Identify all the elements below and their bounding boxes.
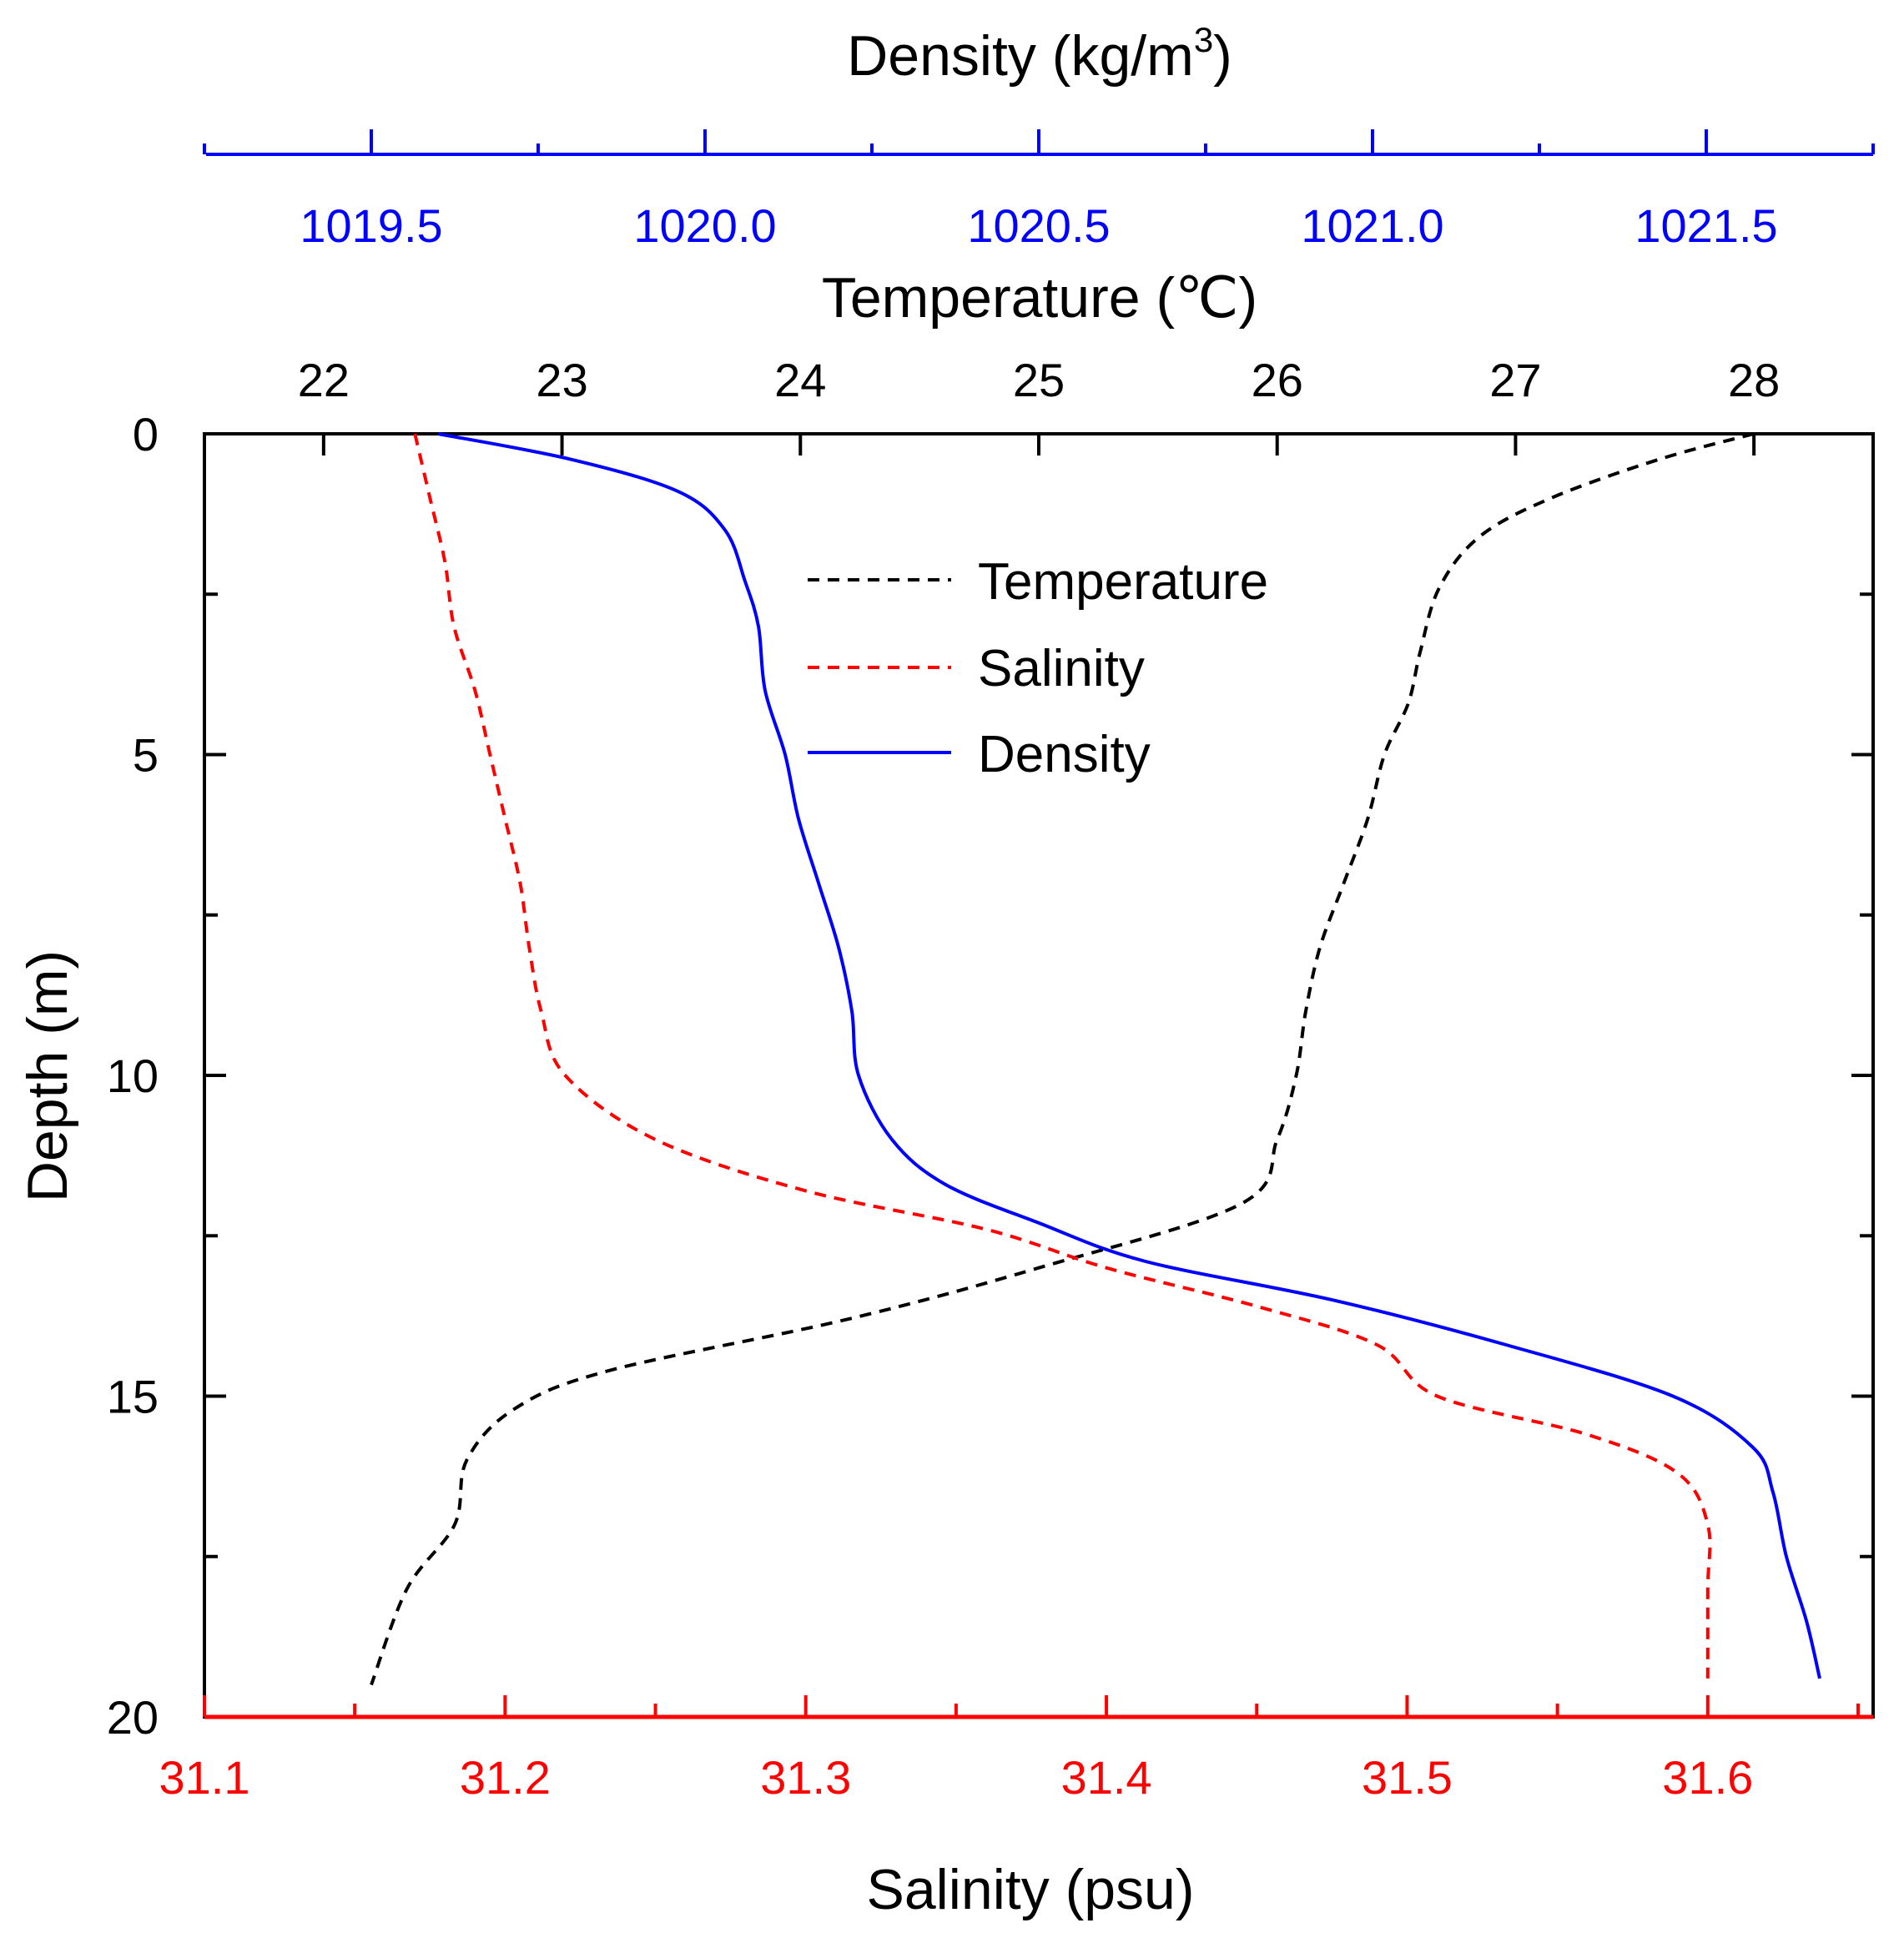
salinity-axis-title: Salinity (psu) [866,1858,1194,1921]
salinity-tick-label: 31.6 [1662,1751,1753,1804]
density-tick-label: 1021.5 [1635,199,1777,252]
density-axis-title-text: Density (kg/m [847,24,1194,88]
density-tick-label: 1020.0 [633,199,776,252]
temperature-tick-label: 27 [1489,354,1541,406]
salinity-tick-label: 31.2 [460,1751,551,1804]
temperature-tick-label: 25 [1013,354,1065,406]
salinity-series-line [413,433,1712,1679]
temperature-series-line [370,432,1755,1686]
density-series-line [437,432,1821,1679]
temperature-tick-label: 24 [774,354,826,406]
salinity-tick-label: 31.3 [760,1751,851,1804]
legend: Temperature Salinity Density [808,553,1268,783]
density-tick-label: 1021.0 [1301,199,1443,252]
density-tick-label: 1020.5 [967,199,1110,252]
salinity-tick-label: 31.1 [159,1751,250,1804]
depth-tick-label: 20 [107,1691,159,1744]
temperature-tick-label: 26 [1252,354,1303,406]
depth-tick-label: 5 [133,729,159,782]
depth-tick-label: 10 [107,1050,159,1102]
density-axis-title: Density (kg/m3) [847,20,1232,88]
temperature-tick-label: 28 [1728,354,1780,406]
legend-density-label: Density [978,726,1151,783]
legend-temperature-label: Temperature [978,553,1268,611]
density-axis-title-close: ) [1213,24,1232,88]
density-axis-title-sup: 3 [1194,20,1213,59]
depth-ticks: 0 5 10 15 20 [107,408,1873,1744]
depth-tick-label: 15 [107,1371,159,1423]
density-ticks: 1019.5 1020.0 1020.5 1021.0 1021.5 [203,129,1875,252]
temperature-tick-label: 23 [536,354,587,406]
series-layer [370,432,1821,1686]
depth-tick-label: 0 [133,408,159,461]
legend-salinity-label: Salinity [978,640,1145,697]
temperature-tick-labels: 22 23 24 25 26 27 28 [298,354,1780,456]
salinity-tick-label: 31.5 [1362,1751,1453,1804]
salinity-ticks: 31.1 31.2 31.3 31.4 31.5 31.6 [159,1695,1860,1804]
salinity-tick-label: 31.4 [1061,1751,1152,1804]
depth-axis-title: Depth (m) [16,950,79,1202]
temperature-axis-title: Temperature (℃) [822,266,1257,330]
density-tick-label: 1019.5 [300,199,442,252]
temperature-tick-label: 22 [298,354,350,406]
